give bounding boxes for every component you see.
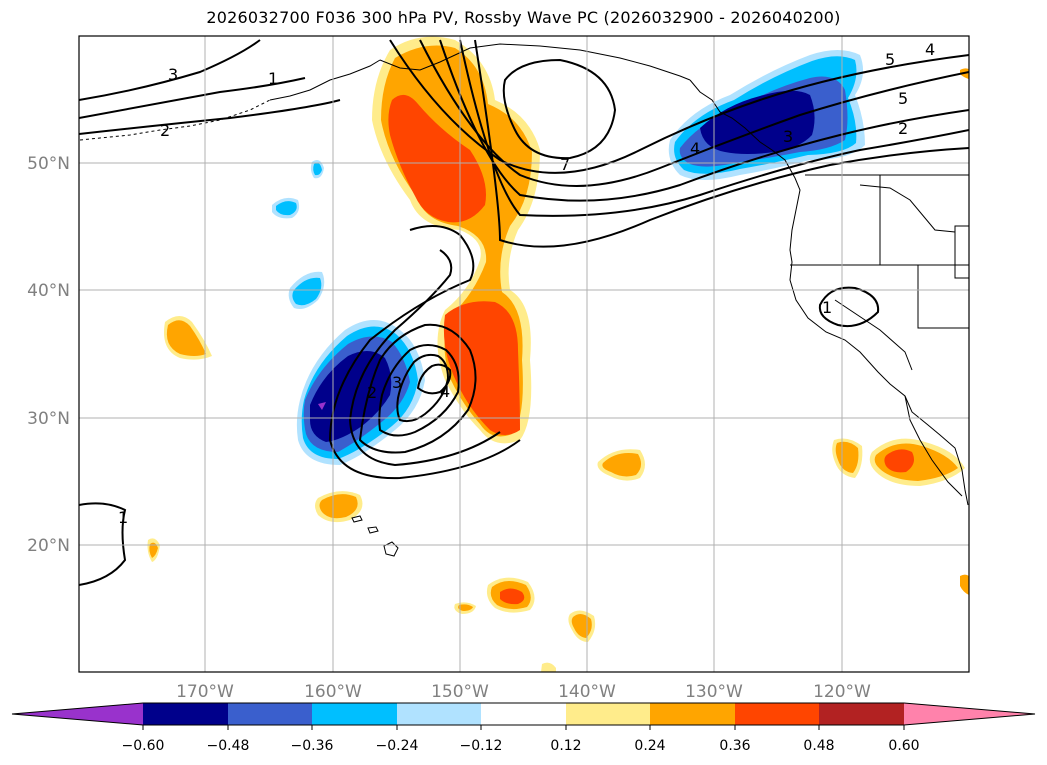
- lon-label-130w: 130°W: [685, 682, 743, 702]
- map-plot-area: 3 1 2 7 5 4 5 2 3 4 1 1 2 3 4: [79, 36, 969, 672]
- gridlines: [79, 36, 969, 672]
- map-frame: [78, 35, 970, 673]
- colorbar-tick-label: −0.48: [207, 738, 250, 754]
- colorbar-extend-left: [12, 703, 143, 725]
- contour-label-5-upper: 5: [885, 50, 895, 69]
- colorbar-tick-label: −0.60: [122, 738, 165, 754]
- colorbar-tick-label: 0.36: [719, 738, 750, 754]
- colorbar-segment-3: [312, 703, 397, 725]
- colorbar: −0.60 −0.48 −0.36 −0.24 −0.12 0.12 0.24 …: [11, 702, 1036, 754]
- contour-label-1-south: 1: [118, 508, 128, 527]
- colorbar-segment-9: [819, 703, 904, 725]
- colorbar-tick-label: 0.12: [550, 738, 581, 754]
- contour-label-4-trough: 4: [440, 382, 450, 401]
- lon-label-160w: 160°W: [304, 682, 362, 702]
- colorbar-extend-right: [904, 703, 1035, 725]
- positive-anomaly-shading: [147, 36, 969, 672]
- colorbar-ticks: [142, 725, 905, 730]
- contour-label-4-upper: 4: [925, 40, 935, 59]
- colorbar-segment-1: [143, 703, 228, 725]
- colorbar-tick-label: 0.24: [634, 738, 665, 754]
- colorbar-tick-label: 0.48: [803, 738, 834, 754]
- contour-label-1-west: 1: [268, 69, 278, 88]
- contour-label-3-east: 3: [783, 127, 793, 146]
- contour-labels: 3 1 2 7 5 4 5 2 3 4 1 1 2 3 4: [118, 40, 935, 527]
- lon-label-150w: 150°W: [431, 682, 489, 702]
- figure-title: 2026032700 F036 300 hPa PV, Rossby Wave …: [206, 8, 841, 27]
- colorbar-segment-8: [735, 703, 819, 725]
- colorbar-segment-6: [566, 703, 650, 725]
- colorbar-tick-label: 0.60: [888, 738, 919, 754]
- colorbar-segment-5: [481, 703, 566, 725]
- contour-label-3-west: 3: [168, 65, 178, 84]
- contour-label-3-trough: 3: [392, 373, 402, 392]
- contour-label-2-east: 2: [898, 119, 908, 138]
- contour-label-5-lower: 5: [898, 89, 908, 108]
- lat-label-40n: 40°N: [27, 281, 70, 301]
- colorbar-segment-2: [228, 703, 312, 725]
- colorbar-tick-label: −0.24: [376, 738, 419, 754]
- contours: [79, 39, 969, 586]
- lat-label-20n: 20°N: [27, 536, 70, 556]
- contour-label-2-trough: 2: [367, 383, 377, 402]
- lon-label-120w: 120°W: [813, 682, 871, 702]
- colorbar-segment-7: [650, 703, 735, 725]
- longitude-labels: 170°W 160°W 150°W 140°W 130°W 120°W: [176, 682, 871, 702]
- colorbar-tick-label: −0.36: [291, 738, 334, 754]
- contour-label-4-east: 4: [690, 139, 700, 158]
- contour-label-7: 7: [560, 155, 570, 174]
- lat-label-30n: 30°N: [27, 409, 70, 429]
- colorbar-tick-labels: −0.60 −0.48 −0.36 −0.24 −0.12 0.12 0.24 …: [122, 738, 920, 754]
- lon-label-170w: 170°W: [176, 682, 234, 702]
- coastlines: [79, 43, 969, 557]
- latitude-labels: 50°N 40°N 30°N 20°N: [27, 154, 70, 556]
- colorbar-segment-4: [397, 703, 481, 725]
- lat-label-50n: 50°N: [27, 154, 70, 174]
- colorbar-tick-label: −0.12: [460, 738, 503, 754]
- lon-label-140w: 140°W: [558, 682, 616, 702]
- contour-label-2-west: 2: [160, 121, 170, 140]
- contour-label-1-california: 1: [822, 298, 832, 317]
